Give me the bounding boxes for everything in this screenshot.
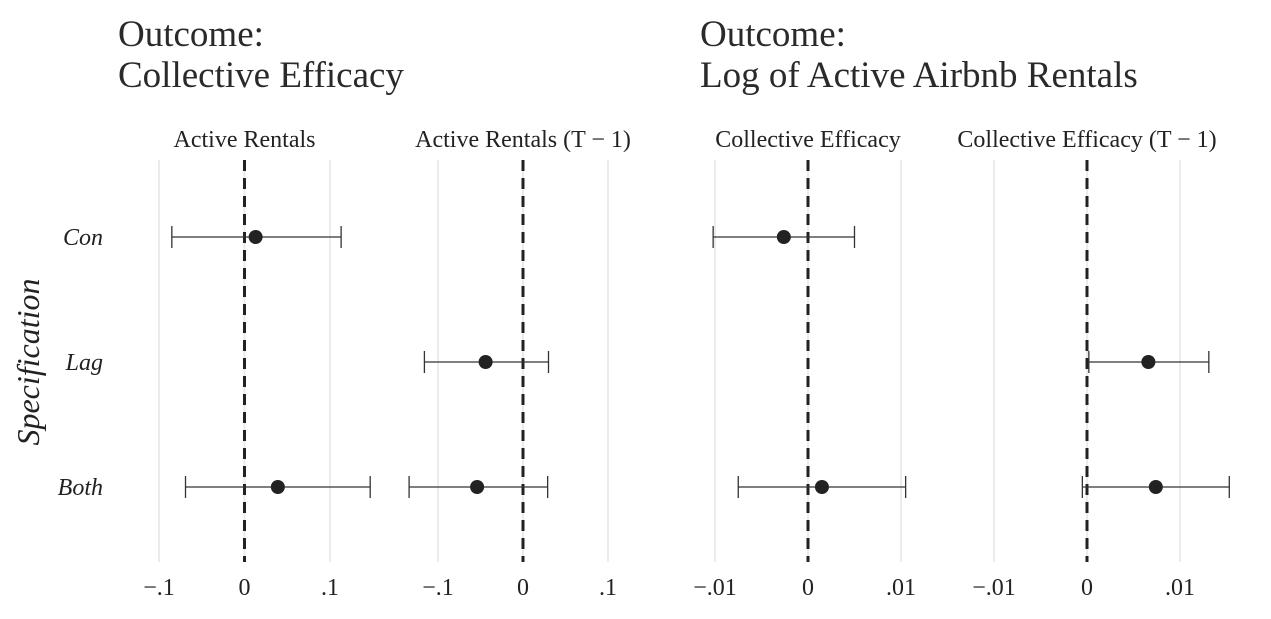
- x-tick-label: 0: [239, 575, 251, 601]
- panel-1: Active Rentals −.1 0 .1: [143, 127, 371, 601]
- left-title-line2: Collective Efficacy: [118, 55, 404, 96]
- panel-3: Collective Efficacy −.01 0 .01: [693, 127, 916, 601]
- point-estimate: [470, 480, 485, 494]
- panel-4: Collective Efficacy (T − 1) −.01 0 .01: [957, 127, 1230, 601]
- panel-strip-label: Active Rentals (T − 1): [415, 127, 631, 153]
- left-title: Outcome: Collective Efficacy: [118, 14, 404, 96]
- x-tick-label: .01: [886, 575, 916, 601]
- x-tick-label: .1: [321, 575, 339, 601]
- estimate-both: [737, 476, 907, 498]
- x-tick-label: 0: [1081, 575, 1093, 601]
- right-title: Outcome: Log of Active Airbnb Rentals: [700, 14, 1138, 96]
- point-estimate: [1141, 355, 1156, 369]
- point-estimate: [270, 480, 285, 494]
- x-tick-label: .1: [599, 575, 617, 601]
- panel-strip-label: Active Rentals: [174, 127, 316, 153]
- panel-strip-label: Collective Efficacy: [715, 127, 900, 153]
- x-tick-label: .01: [1165, 575, 1195, 601]
- estimate-con: [171, 226, 342, 248]
- estimate-both: [1081, 476, 1230, 498]
- left-title-line1: Outcome:: [118, 14, 264, 55]
- point-estimate: [248, 230, 263, 244]
- right-title-line2: Log of Active Airbnb Rentals: [700, 55, 1138, 96]
- x-tick-label: 0: [517, 575, 529, 601]
- y-axis-title: Specification: [10, 278, 46, 445]
- y-category-label: Con: [63, 225, 103, 251]
- panel-strip-label: Collective Efficacy (T − 1): [957, 127, 1216, 153]
- y-category-label: Both: [58, 475, 103, 501]
- x-tick-label: −.1: [422, 575, 454, 601]
- y-category-label: Lag: [65, 350, 103, 376]
- x-tick-label: 0: [802, 575, 814, 601]
- estimate-con: [712, 226, 856, 248]
- x-tick-label: −.1: [143, 575, 175, 601]
- x-tick-label: −.01: [972, 575, 1016, 601]
- point-estimate: [814, 480, 829, 494]
- panel-2: Active Rentals (T − 1) −.1 0 .1: [408, 127, 631, 601]
- right-title-line1: Outcome:: [700, 14, 846, 55]
- point-estimate: [1148, 480, 1163, 494]
- point-estimate: [478, 355, 493, 369]
- estimate-both: [408, 476, 549, 498]
- estimate-both: [184, 476, 371, 498]
- point-estimate: [776, 230, 791, 244]
- estimate-lag: [1088, 351, 1210, 373]
- estimate-lag: [423, 351, 550, 373]
- x-tick-label: −.01: [693, 575, 737, 601]
